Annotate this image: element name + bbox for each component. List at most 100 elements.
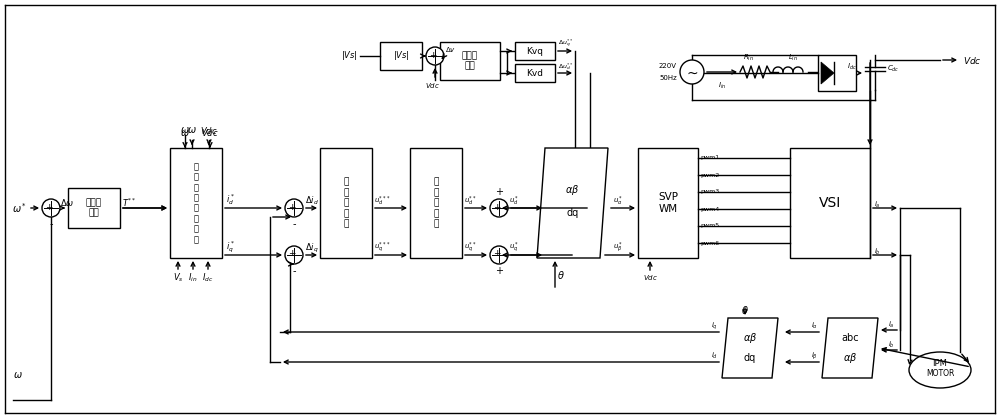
Text: $u_q^{***}$: $u_q^{***}$ (374, 241, 391, 255)
Text: $i_q$: $i_q$ (711, 320, 718, 332)
Text: +: + (429, 51, 437, 59)
Text: $\Delta i_d$: $\Delta i_d$ (305, 195, 319, 207)
Text: $\Delta u_d^{**}$: $\Delta u_d^{**}$ (558, 61, 574, 72)
Bar (515, 64, 555, 82)
Text: -: - (49, 219, 53, 229)
Text: $Vdc$: $Vdc$ (963, 54, 982, 66)
Bar (320, 148, 372, 258)
Text: Kvq: Kvq (526, 46, 544, 56)
Text: $\Delta u_q^{**}$: $\Delta u_q^{**}$ (558, 38, 574, 50)
Text: $|Vs|$: $|Vs|$ (393, 49, 409, 63)
Text: $i_b$: $i_b$ (888, 340, 895, 350)
Text: $C_{dc}$: $C_{dc}$ (887, 64, 900, 74)
Text: $i_b$: $i_b$ (874, 247, 881, 257)
Text: $i_d^*$: $i_d^*$ (226, 193, 235, 207)
Text: 交
直
流
参
考
发
生
器: 交 直 流 参 考 发 生 器 (194, 162, 198, 244)
Text: $\alpha\beta$: $\alpha\beta$ (743, 331, 757, 345)
Text: pwm5: pwm5 (700, 224, 719, 229)
Bar (440, 42, 500, 80)
Text: $\omega$: $\omega$ (180, 125, 190, 135)
Text: $u_d^*$: $u_d^*$ (509, 194, 519, 208)
Text: $\omega$: $\omega$ (13, 370, 23, 380)
Text: $u_q^*$: $u_q^*$ (509, 241, 519, 255)
Text: pwm2: pwm2 (700, 173, 719, 178)
Text: 解
耦
控
制
器: 解 耦 控 制 器 (433, 178, 439, 228)
Ellipse shape (909, 352, 971, 388)
Circle shape (285, 246, 303, 264)
Circle shape (426, 47, 444, 65)
Bar (638, 148, 698, 258)
Text: $\alpha\beta$: $\alpha\beta$ (843, 351, 857, 365)
Bar (170, 148, 222, 258)
Text: $\omega$: $\omega$ (180, 128, 190, 138)
Text: $Vdc$: $Vdc$ (200, 125, 218, 135)
Circle shape (285, 199, 303, 217)
Text: pwm4: pwm4 (700, 206, 719, 212)
Text: $u_d^{**}$: $u_d^{**}$ (464, 194, 476, 208)
Bar (790, 148, 870, 258)
Text: abc: abc (841, 333, 859, 343)
Text: dq: dq (744, 353, 756, 363)
Text: 速度控
制器: 速度控 制器 (86, 198, 102, 218)
Text: pwm6: pwm6 (700, 240, 719, 245)
Text: +: + (45, 202, 53, 212)
Text: IPM: IPM (933, 359, 947, 369)
Bar (515, 42, 555, 60)
Bar (68, 188, 120, 228)
Text: $I_{dc}$: $I_{dc}$ (847, 62, 857, 72)
Text: $Vdc$: $Vdc$ (643, 273, 657, 283)
Text: -: - (292, 266, 296, 276)
Text: +: + (493, 250, 501, 258)
Text: $i_d$: $i_d$ (711, 351, 718, 361)
Text: Kvd: Kvd (526, 69, 544, 77)
Text: +: + (495, 266, 503, 276)
Text: $\omega$: $\omega$ (187, 125, 197, 135)
Text: pwm1: pwm1 (700, 155, 719, 161)
Text: $i_a$: $i_a$ (888, 320, 895, 330)
Text: $R_{in}$: $R_{in}$ (743, 53, 753, 63)
Circle shape (42, 199, 60, 217)
Text: dq: dq (566, 208, 579, 218)
Text: $Vdc$: $Vdc$ (425, 81, 439, 89)
Text: $i_a$: $i_a$ (874, 200, 881, 210)
Text: VSI: VSI (819, 196, 841, 210)
Text: -: - (292, 219, 296, 229)
Bar (818, 55, 856, 91)
Text: $u_q^{**}$: $u_q^{**}$ (464, 241, 476, 255)
Polygon shape (537, 148, 608, 258)
Text: 电
流
控
制
器: 电 流 控 制 器 (343, 178, 349, 228)
Text: $\alpha\beta$: $\alpha\beta$ (565, 183, 580, 197)
Text: $L_{in}$: $L_{in}$ (788, 53, 798, 63)
Text: $i_\alpha$: $i_\alpha$ (811, 321, 818, 331)
Text: $T^{**}$: $T^{**}$ (122, 197, 137, 209)
Text: $\omega^*$: $\omega^*$ (12, 201, 27, 215)
Polygon shape (821, 62, 834, 84)
Text: $u_\alpha^*$: $u_\alpha^*$ (613, 194, 623, 208)
Text: $I_{dc}$: $I_{dc}$ (202, 272, 214, 284)
Text: +: + (495, 187, 503, 197)
Text: $I_{in}$: $I_{in}$ (188, 272, 198, 284)
Text: SVP
WM: SVP WM (658, 192, 678, 214)
Text: $\Delta i_q$: $\Delta i_q$ (305, 242, 319, 255)
Bar (410, 148, 462, 258)
Text: $\Delta\omega$: $\Delta\omega$ (60, 196, 74, 207)
Text: 二阶滤
波器: 二阶滤 波器 (462, 51, 478, 71)
Text: $I_{in}$: $I_{in}$ (718, 81, 726, 91)
Text: $\Delta v$: $\Delta v$ (445, 44, 456, 54)
Polygon shape (822, 318, 878, 378)
Text: ~: ~ (686, 67, 698, 81)
Circle shape (490, 246, 508, 264)
Text: $i_q^*$: $i_q^*$ (226, 239, 235, 255)
Polygon shape (722, 318, 778, 378)
Text: $\theta$: $\theta$ (741, 304, 749, 316)
Text: 50Hz: 50Hz (659, 75, 677, 81)
Text: $Vdc$: $Vdc$ (201, 127, 219, 138)
Bar (380, 42, 422, 70)
Circle shape (680, 60, 704, 84)
Text: -: - (433, 67, 437, 77)
Text: +: + (288, 202, 296, 212)
Text: $|Vs|$: $|Vs|$ (341, 49, 358, 63)
Text: $u_\beta^*$: $u_\beta^*$ (613, 241, 623, 255)
Text: $V_s$: $V_s$ (173, 272, 183, 284)
Text: 220V: 220V (659, 63, 677, 69)
